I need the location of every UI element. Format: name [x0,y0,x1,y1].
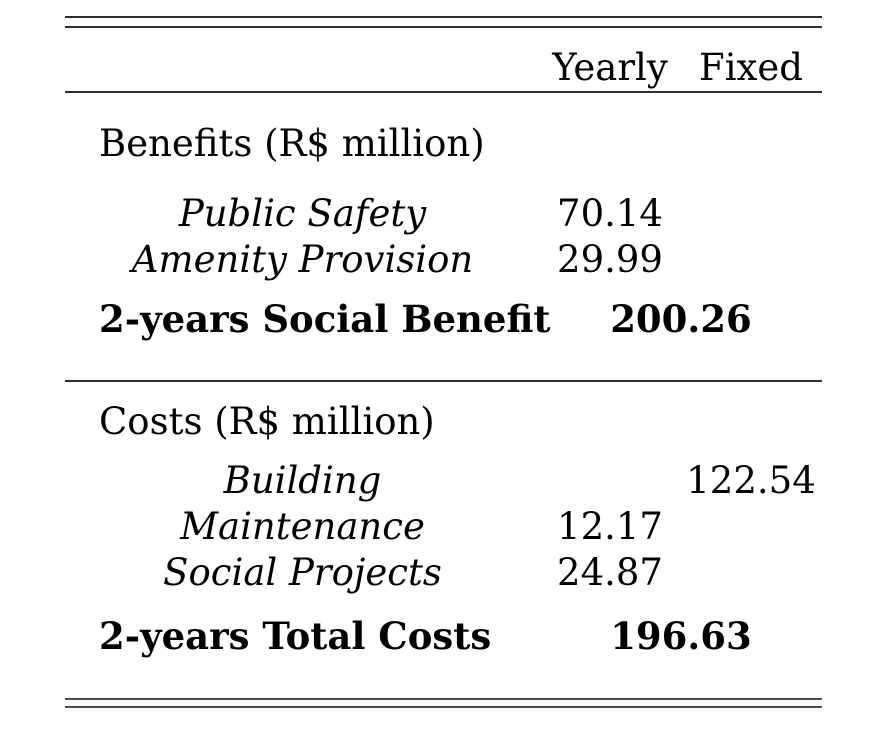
row-label-building: Building [223,459,382,502]
row-label-total-costs: 2-years Total Costs [99,614,492,658]
value-total-costs: 196.63 [610,614,752,658]
bottom-rule-line-2 [65,706,822,708]
costs-section-label: Costs (R$ million) [99,400,435,443]
value-building-fixed: 122.54 [686,459,816,502]
row-label-social-projects: Social Projects [163,551,442,594]
column-header-row: Yearly Fixed [65,45,822,91]
column-header-yearly: Yearly [552,46,668,89]
table-row-building: Building 122.54 [65,458,822,504]
table-row-amenity-provision: Amenity Provision 29.99 [65,237,822,283]
value-social-projects-yearly: 24.87 [557,551,663,594]
value-social-projects-fixed [680,550,822,596]
column-header-fixed: Fixed [699,46,803,89]
table-row-social-projects: Social Projects 24.87 [65,550,822,596]
row-label-social-benefit-total: 2-years Social Benefit [99,297,551,341]
value-public-safety-fixed [680,191,822,237]
value-public-safety-yearly: 70.14 [557,192,663,235]
top-rule-line-2 [65,26,822,28]
value-social-benefit-total: 200.26 [610,297,752,341]
header-spacer-cell [65,45,540,91]
header-rule [65,91,822,93]
mid-rule [65,380,822,382]
top-rule-line-1 [65,16,822,18]
bottom-double-rule [65,698,822,708]
table-row-total-costs: 2-years Total Costs 196.63 [65,613,822,659]
table-row-public-safety: Public Safety 70.14 [65,191,822,237]
row-label-maintenance: Maintenance [180,505,425,548]
benefits-section-label: Benefits (R$ million) [99,122,485,165]
value-amenity-provision-fixed [680,237,822,283]
value-building-yearly [540,458,680,504]
value-maintenance-fixed [680,504,822,550]
bottom-rule-line-1 [65,698,822,700]
cost-benefit-table: Yearly Fixed Benefits (R$ million) Publi… [65,16,822,708]
table-row-maintenance: Maintenance 12.17 [65,504,822,550]
table-row-social-benefit-total: 2-years Social Benefit 200.26 [65,296,822,342]
value-amenity-provision-yearly: 29.99 [557,238,663,281]
row-label-amenity-provision: Amenity Provision [131,238,474,281]
row-label-public-safety: Public Safety [178,192,427,235]
value-maintenance-yearly: 12.17 [557,505,663,548]
top-double-rule [65,16,822,28]
